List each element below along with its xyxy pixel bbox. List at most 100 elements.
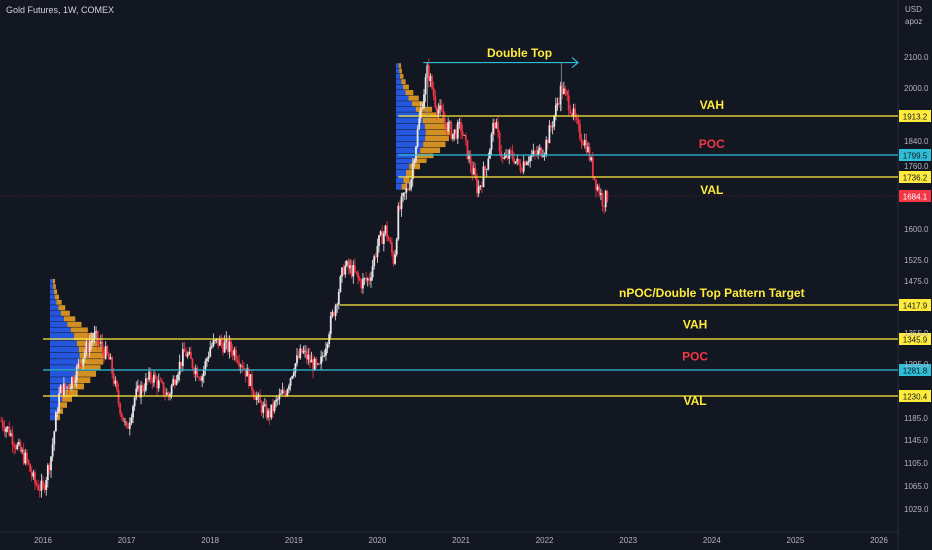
candle-body (235, 349, 237, 360)
level-price-label: 1345.9 (903, 336, 928, 345)
candle-body (32, 472, 35, 477)
candle-body (582, 142, 585, 146)
candle-body (170, 385, 173, 395)
volume-profile-2020-bar (423, 141, 446, 148)
volume-profile-2020-bar (396, 63, 399, 69)
level-price-label: 1417.9 (903, 302, 928, 311)
symbol-title: Gold Futures, 1W, COMEX (6, 5, 115, 15)
candle-body (275, 399, 278, 402)
candle-body (63, 383, 65, 397)
candle-body (562, 88, 565, 94)
last-price-bg (899, 190, 931, 202)
volume-profile-2016-bar (50, 383, 69, 390)
candle-body (11, 433, 14, 445)
candle-body (268, 410, 271, 418)
candle-body (360, 280, 363, 289)
annotation-6: POC (682, 350, 708, 364)
candle-body (157, 380, 160, 389)
volume-profile-2020-bar (416, 153, 434, 159)
y-tick-label: 1600.0 (904, 225, 929, 234)
candle-body (574, 108, 577, 118)
volume-profile-2016-bar (50, 414, 56, 421)
candle-body (429, 76, 432, 81)
candle-body (437, 109, 440, 114)
candle-body (154, 374, 157, 379)
volume-profile-2020-bar (401, 183, 407, 190)
candle-body (564, 88, 567, 92)
candle-body (35, 483, 38, 486)
candle-body (111, 357, 114, 374)
volume-profile-2020-bar (396, 135, 426, 142)
unit-label: apoz (905, 17, 923, 26)
candle-body (339, 276, 342, 292)
candle-body (104, 346, 107, 359)
y-tick-label: 1029.0 (904, 505, 929, 514)
candle-body (418, 118, 421, 130)
candle-body (273, 401, 276, 412)
currency-label: USD (905, 5, 922, 14)
candle-body (352, 265, 355, 277)
candle-body (400, 196, 403, 210)
candle-body (357, 272, 360, 278)
candle-body (58, 393, 60, 413)
volume-profile-2016-bar (59, 402, 67, 408)
candle-body (492, 122, 495, 135)
candle-body (74, 381, 77, 383)
candle-body (217, 338, 220, 346)
candle-body (497, 122, 499, 133)
candle-body (469, 156, 472, 166)
candle-body (498, 132, 501, 152)
candle-body (175, 379, 178, 385)
candle-body (534, 150, 536, 154)
candle-body (136, 385, 139, 389)
candle-body (434, 95, 437, 108)
candle-body (427, 65, 430, 81)
candle-body (276, 399, 279, 401)
candle-body (212, 340, 215, 346)
candle-body (144, 378, 147, 391)
candle-body (546, 140, 549, 144)
volume-profile-2016-bar (53, 289, 58, 295)
candle-body (24, 452, 27, 464)
candle-body (202, 369, 205, 377)
volume-profile-2020-bar (408, 95, 419, 101)
candle-body (321, 355, 324, 357)
candle-body (373, 256, 376, 267)
candle-body (590, 157, 593, 161)
y-tick-label: 1355.0 (904, 329, 929, 338)
candle-body (54, 412, 57, 432)
x-tick-label: 2019 (285, 536, 303, 545)
candle-body (143, 390, 146, 392)
candle-body (575, 117, 578, 120)
candle-body (270, 404, 273, 418)
candle-body (83, 352, 86, 359)
candle-body (260, 402, 263, 413)
candle-body (503, 157, 506, 159)
volume-profile-2016-bar (75, 370, 97, 377)
x-tick-label: 2018 (201, 536, 219, 545)
candle-body (1, 420, 4, 428)
candle-body (85, 342, 88, 353)
candle-body (91, 338, 94, 342)
volume-profile-2016-bar (50, 294, 55, 300)
x-tick-label: 2026 (870, 536, 888, 545)
candle-body (161, 380, 163, 383)
candle-body (517, 158, 520, 165)
candle-body (159, 380, 162, 382)
candle-body (77, 363, 80, 367)
candle-body (524, 161, 527, 166)
candle-body (38, 489, 41, 491)
candle-body (456, 122, 459, 139)
volume-profile-2020-bar (403, 84, 409, 90)
annotation-5: VAH (683, 318, 707, 332)
volume-profile-2020-bar (396, 141, 424, 148)
volume-profile-2020-bar (419, 112, 439, 118)
candle-body (196, 368, 199, 378)
candle-body (117, 389, 120, 404)
candle-body (146, 378, 149, 380)
volume-profile-2016-bar (50, 299, 57, 305)
candle-body (188, 351, 191, 355)
candle-body (199, 378, 202, 381)
y-tick-label: 1185.0 (904, 414, 928, 423)
